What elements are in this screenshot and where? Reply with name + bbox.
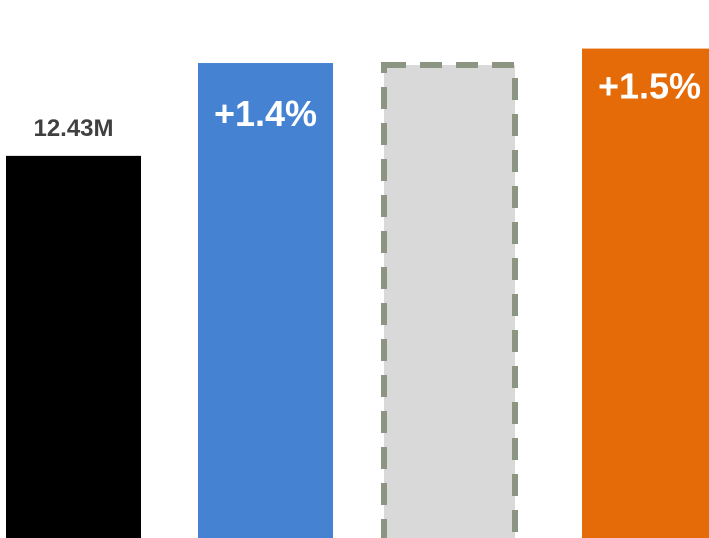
bar-4 (582, 48, 709, 538)
bar-3 (381, 62, 518, 538)
bar-4-label: +1.5% (598, 66, 701, 107)
bar-2-label: +1.4% (214, 93, 317, 134)
bar-1-label: 12.43M (33, 115, 113, 142)
bar-1 (6, 155, 141, 538)
bar-2 (198, 63, 333, 538)
